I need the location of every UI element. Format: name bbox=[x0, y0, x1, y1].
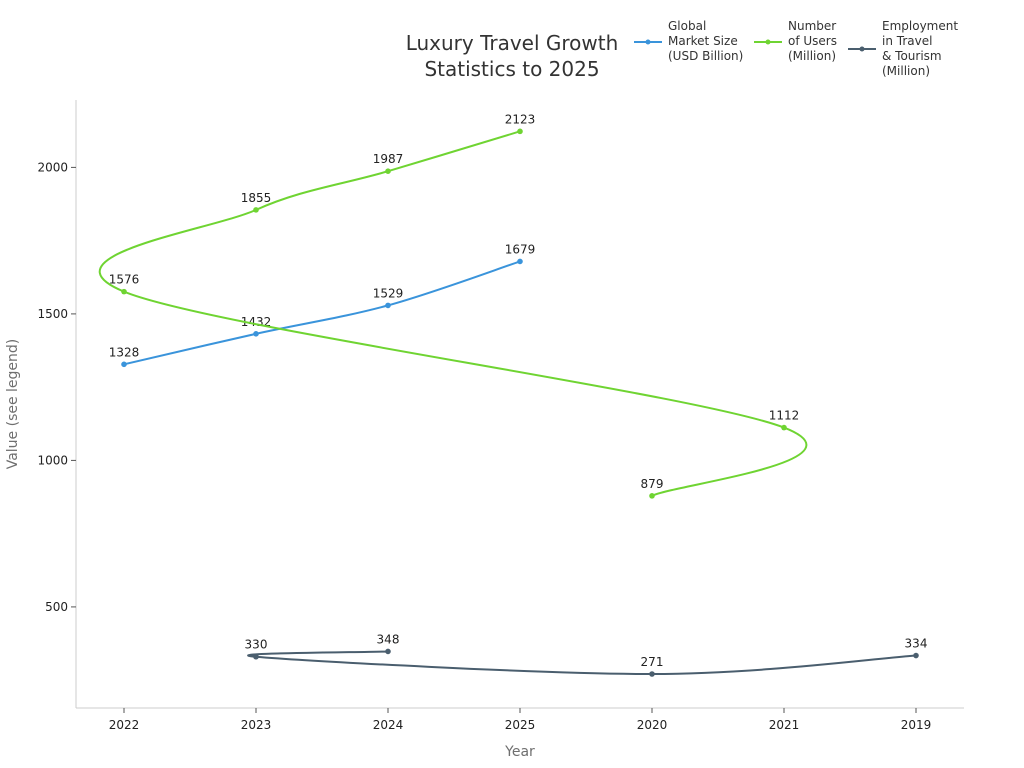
series-layer: 1328143215291679879111215761855198721233… bbox=[99, 112, 928, 677]
chart-title-line-1: Luxury Travel Growth bbox=[406, 31, 619, 55]
data-point bbox=[649, 493, 655, 499]
data-label: 271 bbox=[641, 655, 664, 669]
legend-swatch-marker bbox=[859, 46, 865, 52]
data-point bbox=[121, 361, 127, 368]
series-line bbox=[99, 130, 808, 497]
data-label: 1576 bbox=[109, 273, 140, 287]
data-point bbox=[385, 168, 391, 175]
data-point bbox=[385, 648, 391, 655]
chart-title-line-2: Statistics to 2025 bbox=[424, 57, 599, 81]
legend-label: (Million) bbox=[788, 49, 836, 63]
legend-label: Employment bbox=[882, 19, 958, 33]
data-point bbox=[121, 288, 127, 295]
series-line bbox=[247, 650, 917, 676]
data-label: 1328 bbox=[109, 345, 140, 359]
series-2: 879 1112 1576 1855 1987 2123 bbox=[99, 112, 808, 499]
chart-title: Luxury Travel Growth Statistics to 2025 bbox=[406, 31, 619, 81]
y-ticks: 500 1000 1500 2000 bbox=[37, 160, 76, 614]
legend-label: Number bbox=[788, 19, 836, 33]
data-point bbox=[253, 331, 259, 337]
x-tick-label: 2022 bbox=[109, 718, 140, 732]
legend-label: Market Size bbox=[668, 34, 738, 48]
legend-swatch-marker bbox=[765, 39, 771, 45]
y-tick-label: 1500 bbox=[37, 307, 68, 321]
series-line bbox=[123, 260, 521, 366]
data-label: 879 bbox=[641, 477, 664, 491]
data-label: 348 bbox=[377, 632, 400, 646]
data-point bbox=[913, 652, 919, 659]
data-point bbox=[517, 258, 523, 265]
data-label: 330 bbox=[245, 638, 268, 652]
y-tick-label: 500 bbox=[45, 600, 68, 614]
y-tick-label: 2000 bbox=[37, 160, 68, 174]
series-3: 334 271 330 348 bbox=[245, 632, 928, 677]
data-label: 2123 bbox=[505, 112, 536, 126]
y-axis-title: Value (see legend) bbox=[5, 339, 21, 470]
data-label: 334 bbox=[905, 637, 928, 651]
legend-swatch-marker bbox=[645, 39, 651, 45]
x-tick-label: 2025 bbox=[505, 718, 536, 732]
data-point bbox=[253, 653, 259, 660]
data-point bbox=[253, 207, 259, 213]
legend-label: (Million) bbox=[882, 64, 930, 78]
x-tick-label: 2021 bbox=[769, 718, 800, 732]
data-label: 1855 bbox=[241, 191, 272, 205]
data-label: 1529 bbox=[373, 286, 404, 300]
x-tick-label: 2023 bbox=[241, 718, 272, 732]
axes: 500 1000 1500 2000 2022 2023 2024 2025 2020 2021… bbox=[5, 100, 964, 760]
x-ticks: 2022 2023 2024 2025 2020 2021 2019 bbox=[109, 708, 932, 732]
legend-label: (USD Billion) bbox=[668, 49, 743, 63]
data-label: 1987 bbox=[373, 152, 404, 166]
data-point bbox=[781, 424, 787, 431]
legend-label: in Travel bbox=[882, 34, 932, 48]
data-point bbox=[649, 671, 655, 677]
x-tick-label: 2020 bbox=[637, 718, 668, 732]
data-label: 1112 bbox=[769, 409, 800, 423]
data-label: 1679 bbox=[505, 242, 536, 256]
legend-label: Global bbox=[668, 19, 706, 33]
x-axis-title: Year bbox=[504, 744, 535, 760]
x-tick-label: 2019 bbox=[901, 718, 932, 732]
data-point bbox=[385, 302, 391, 309]
legend-label: of Users bbox=[788, 34, 837, 48]
legend-label: & Tourism bbox=[882, 49, 942, 63]
x-tick-label: 2024 bbox=[373, 718, 404, 732]
data-point bbox=[517, 128, 523, 135]
y-tick-label: 1000 bbox=[37, 453, 68, 467]
